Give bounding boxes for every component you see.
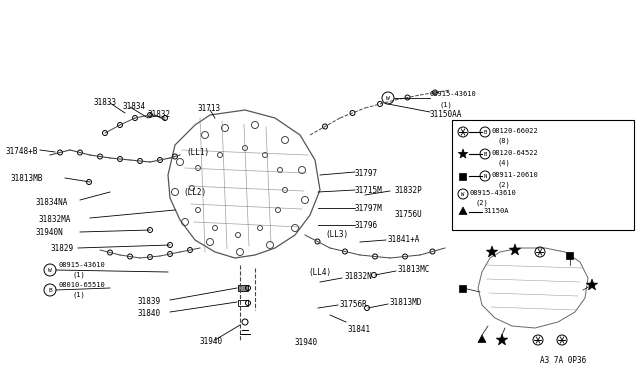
Text: 08915-43610: 08915-43610 (470, 190, 516, 196)
Bar (460, 173, 467, 180)
Text: 08120-66022: 08120-66022 (492, 128, 539, 134)
Polygon shape (458, 149, 468, 158)
Text: 31756U: 31756U (395, 210, 423, 219)
Text: 08120-64522: 08120-64522 (492, 150, 539, 156)
Polygon shape (509, 244, 521, 255)
Text: (1): (1) (72, 292, 84, 298)
Text: (1): (1) (440, 101, 452, 108)
Text: 31797: 31797 (355, 169, 378, 178)
Text: (2): (2) (476, 199, 489, 205)
Text: 31797M: 31797M (355, 204, 383, 213)
Polygon shape (478, 335, 486, 343)
Text: (LL4): (LL4) (308, 268, 331, 277)
Polygon shape (586, 279, 598, 290)
Text: 31832P: 31832P (395, 186, 423, 195)
Text: B: B (48, 288, 52, 292)
Text: (4): (4) (498, 159, 511, 166)
Text: 31832MA: 31832MA (38, 215, 70, 224)
Bar (460, 285, 467, 292)
Text: 31150AA: 31150AA (430, 110, 462, 119)
Text: (LL2): (LL2) (183, 188, 206, 197)
Text: 31834NA: 31834NA (35, 198, 67, 207)
Text: 31756R: 31756R (340, 300, 368, 309)
Bar (566, 251, 573, 259)
Text: 31839: 31839 (138, 297, 161, 306)
Text: (LL1): (LL1) (186, 148, 209, 157)
Polygon shape (459, 207, 467, 215)
Text: 31713: 31713 (198, 104, 221, 113)
Text: B: B (483, 129, 486, 135)
Text: 31813MB: 31813MB (10, 174, 42, 183)
Text: 31832: 31832 (148, 110, 171, 119)
Text: W: W (48, 267, 52, 273)
Text: (2): (2) (498, 181, 511, 187)
Bar (238, 285, 248, 291)
Text: 31834: 31834 (122, 102, 145, 111)
Bar (452, 238, 634, 356)
Text: (LL3): (LL3) (325, 230, 348, 239)
Text: (8): (8) (498, 137, 511, 144)
Polygon shape (496, 334, 508, 345)
Text: A3 7A 0P36: A3 7A 0P36 (540, 356, 586, 365)
Text: N: N (483, 173, 486, 179)
Text: (1): (1) (72, 272, 84, 279)
Text: 31940N: 31940N (35, 228, 63, 237)
Text: W: W (386, 96, 390, 100)
Text: 31841+A: 31841+A (388, 235, 420, 244)
Text: 31715M: 31715M (355, 186, 383, 195)
Text: 08915-43610: 08915-43610 (58, 262, 105, 268)
Text: 31833: 31833 (93, 98, 116, 107)
Text: 31840: 31840 (138, 309, 161, 318)
Text: 31940: 31940 (295, 338, 318, 347)
Text: 31796: 31796 (355, 221, 378, 230)
Polygon shape (486, 246, 498, 257)
Text: 31829: 31829 (50, 244, 73, 253)
Bar (452, 120, 634, 230)
Text: 31940: 31940 (200, 337, 223, 346)
Text: 08010-65510: 08010-65510 (58, 282, 105, 288)
Text: 31832N: 31832N (345, 272, 372, 281)
Text: 31748+B: 31748+B (5, 147, 37, 156)
Text: 31150A: 31150A (484, 208, 509, 214)
Text: 31813MC: 31813MC (398, 265, 430, 274)
Bar (238, 300, 248, 306)
Text: B: B (483, 151, 486, 157)
Text: W: W (461, 192, 465, 196)
Text: 08915-43610: 08915-43610 (430, 91, 477, 97)
Text: 31813MD: 31813MD (390, 298, 422, 307)
Text: 31841: 31841 (348, 325, 371, 334)
Text: 08911-20610: 08911-20610 (492, 172, 539, 178)
